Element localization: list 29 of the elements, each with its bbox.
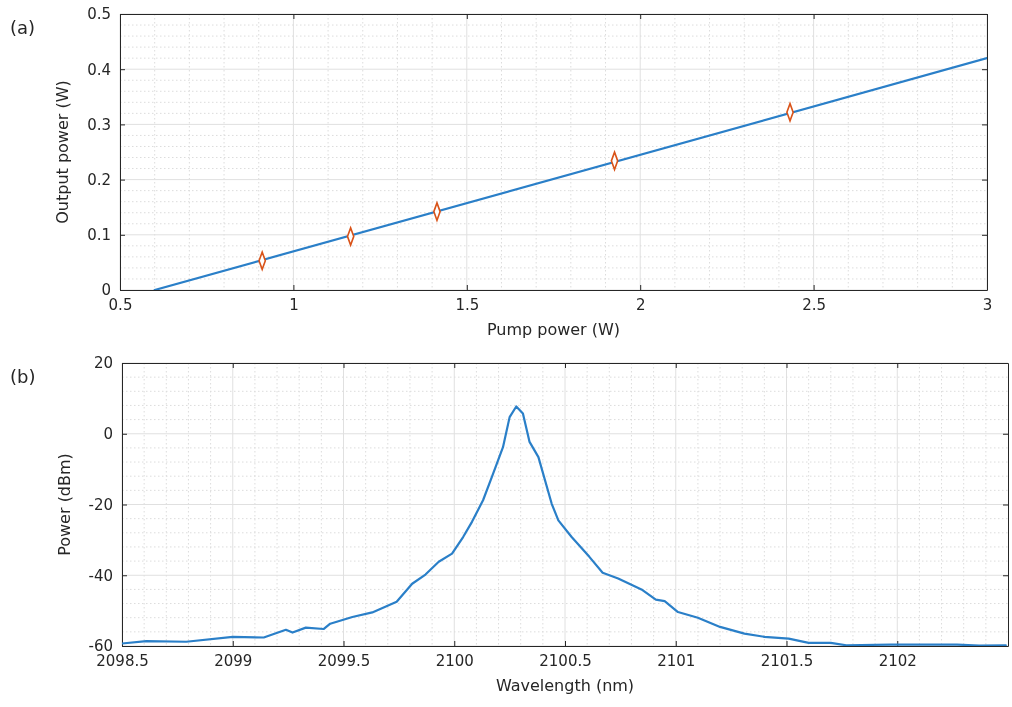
x-tick-label: 3 — [982, 295, 993, 314]
y-axis-title: Power (dBm) — [55, 453, 74, 556]
y-tick-label: 0.5 — [87, 5, 111, 24]
x-axis-title: Wavelength (nm) — [495, 676, 635, 695]
y-tick-label: 0.3 — [87, 115, 111, 134]
y-tick-label: -40 — [88, 566, 113, 585]
x-tick-label: 2 — [635, 295, 646, 314]
y-tick-label: 0 — [101, 281, 111, 300]
x-axis-title: Pump power (W) — [486, 320, 621, 339]
x-tick-label: 2100 — [435, 651, 474, 670]
y-tick-label: 0.2 — [87, 170, 111, 189]
y-tick-label: 0.4 — [87, 60, 111, 79]
x-tick-label: 1.5 — [455, 295, 480, 314]
x-tick-label: 2.5 — [802, 295, 827, 314]
y-tick-label: 0 — [103, 425, 113, 444]
text: (a) — [10, 17, 36, 38]
x-tick-label: 2101 — [657, 651, 696, 670]
y-tick-label: 20 — [93, 354, 113, 373]
x-tick-label: 1 — [289, 295, 299, 314]
text: (b) — [10, 366, 36, 387]
x-tick-label: 2101.5 — [760, 651, 814, 670]
x-tick-label: 2100.5 — [539, 651, 592, 670]
y-axis-title: Output power (W) — [53, 80, 72, 224]
y-tick-label: 0.1 — [87, 226, 111, 245]
x-tick-label: 2102 — [878, 651, 917, 670]
y-tick-label: -20 — [88, 495, 113, 514]
x-tick-label: 2099 — [214, 651, 253, 670]
x-tick-label: 2098.5 — [96, 651, 149, 670]
x-tick-label: 2099.5 — [317, 651, 371, 670]
